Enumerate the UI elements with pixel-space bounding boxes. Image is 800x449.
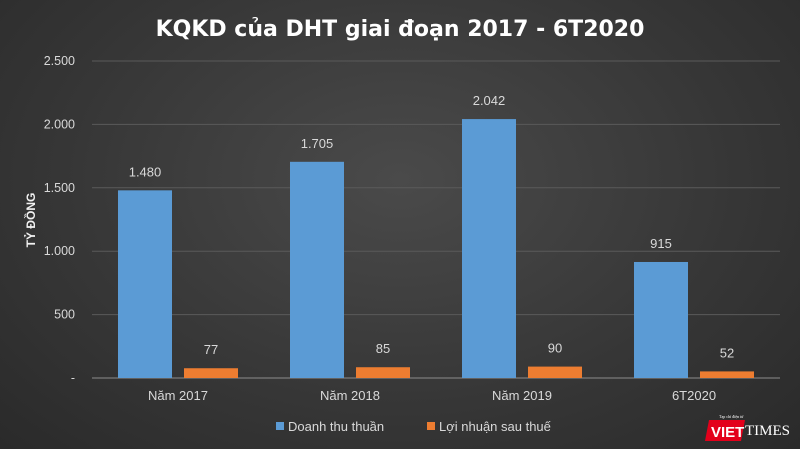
data-label: 2.042 [473,93,506,108]
y-tick-label: 1.500 [44,181,75,195]
data-label: 77 [204,342,218,357]
legend-label: Lợi nhuận sau thuế [439,419,552,434]
bar-doanh-thu [118,190,172,378]
bar-doanh-thu [634,261,688,378]
bar-doanh-thu [462,119,516,378]
y-tick-label: 1.000 [44,244,75,258]
legend-swatch [427,422,435,430]
y-tick-label: 2.000 [44,117,75,131]
svg-text:Tạp chí điện tử: Tạp chí điện tử [719,414,744,419]
svg-text:VIET: VIET [711,424,744,441]
y-tick-label: 500 [54,308,75,322]
x-tick-label: Năm 2018 [320,388,380,403]
data-label: 1.705 [301,136,334,151]
data-label: 52 [720,345,734,360]
bar-loi-nhuan [528,366,582,378]
chart-title: KQKD của DHT giai đoạn 2017 - 6T2020 [156,17,645,42]
y-tick-label: - [71,371,75,385]
legend-label: Doanh thu thuần [288,419,384,434]
legend-swatch [276,422,284,430]
y-axis-label: TỶ ĐỒNG [23,193,38,248]
bar-loi-nhuan [700,371,754,378]
bar-loi-nhuan [356,367,410,378]
data-label: 90 [548,341,562,356]
data-label: 915 [650,236,672,251]
x-tick-label: Năm 2019 [492,388,552,403]
y-tick-label: 2.500 [44,54,75,68]
svg-text:TIMES: TIMES [745,423,790,439]
data-label: 85 [376,341,390,356]
bar-doanh-thu [290,161,344,378]
bar-loi-nhuan [184,368,238,378]
x-tick-label: Năm 2017 [148,388,208,403]
viettimes-logo: VIET TIMES Tạp chí điện tử [705,414,790,441]
data-label: 1.480 [129,164,162,179]
x-tick-label: 6T2020 [672,388,716,403]
